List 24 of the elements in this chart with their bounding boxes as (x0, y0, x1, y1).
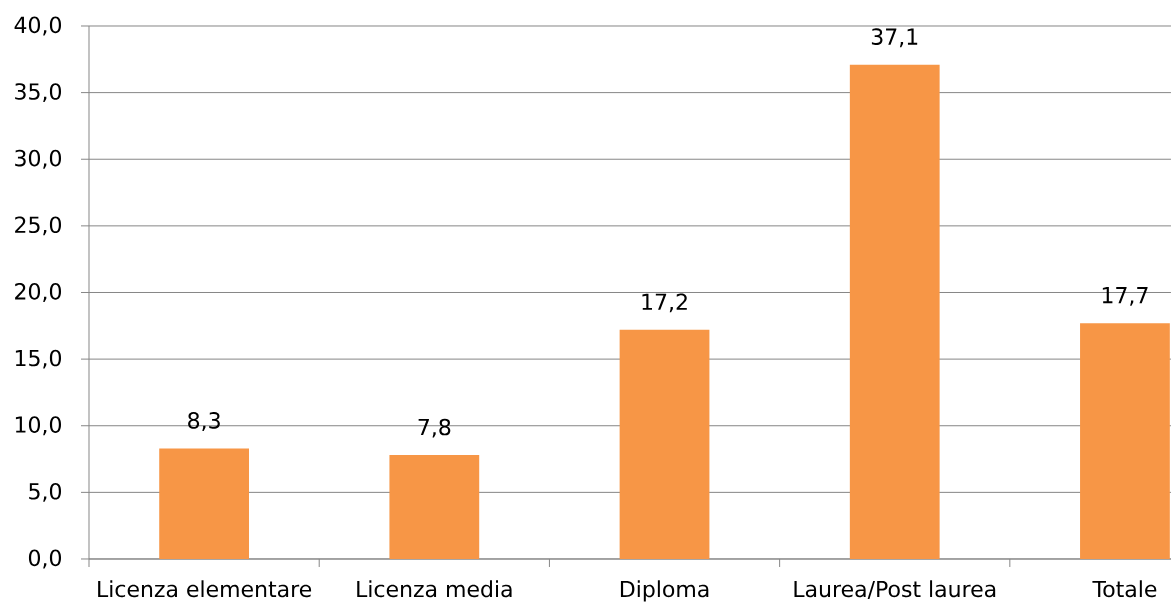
bar (159, 448, 249, 559)
x-tick-label: Laurea/Post laurea (794, 580, 996, 600)
x-tick-label: Diploma (620, 580, 709, 602)
bar (1080, 323, 1170, 559)
bar (619, 329, 710, 559)
y-tick-label: 15,0 (15, 349, 61, 369)
x-tick-label: Totale (1092, 580, 1157, 598)
data-label: 8,3 (188, 412, 220, 431)
data-label: 17,2 (642, 293, 687, 313)
data-label: 17,7 (1102, 287, 1148, 306)
y-tick-label: 5,0 (29, 482, 62, 502)
data-label: 37,1 (871, 28, 918, 48)
y-tick-label: 10,0 (15, 416, 61, 436)
data-label: 7,8 (418, 418, 451, 438)
bar (389, 455, 480, 559)
bar (849, 64, 940, 559)
y-tick-label: 25,0 (15, 216, 61, 236)
y-tick-label: 0,0 (28, 549, 62, 569)
y-tick-label: 20,0 (15, 283, 61, 302)
y-tick-label: 30,0 (15, 149, 61, 169)
y-tick-label: 35,0 (15, 83, 61, 103)
x-tick-label: Licenza elementare (98, 580, 312, 598)
x-tick-label: Licenza media (357, 580, 512, 598)
y-tick-label: 40,0 (14, 16, 61, 36)
